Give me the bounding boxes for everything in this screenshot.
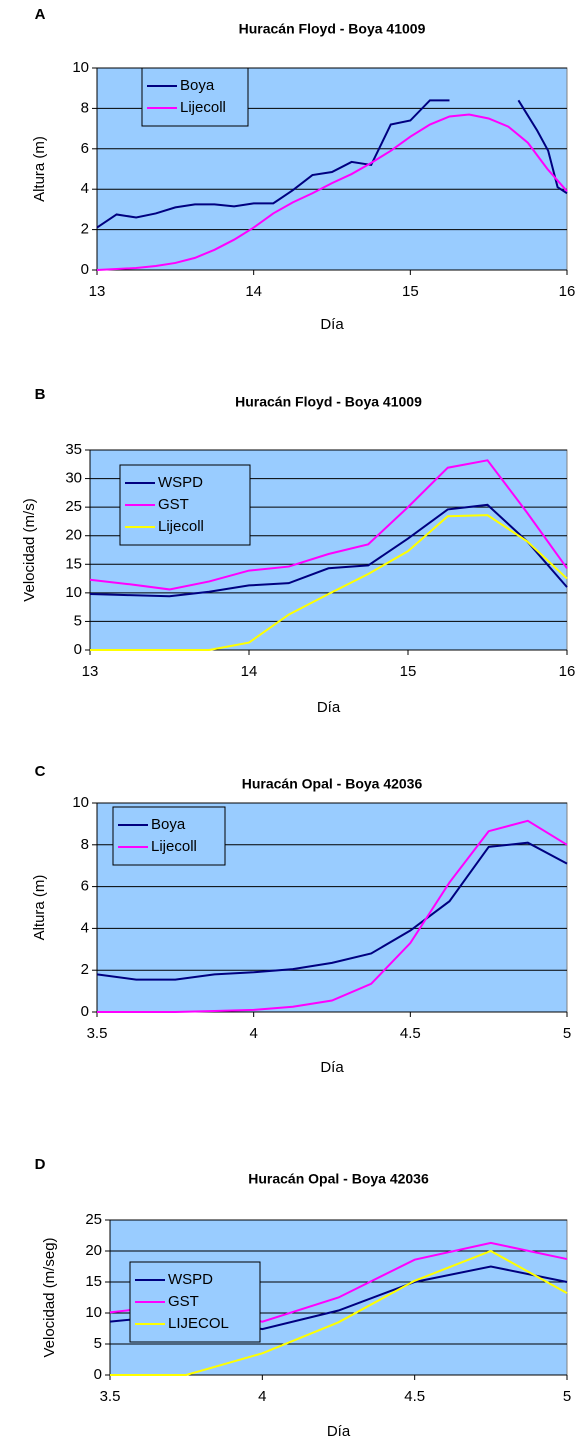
y-axis-label: Altura (m) xyxy=(31,875,48,941)
panel-label: B xyxy=(35,386,46,403)
x-tick-label: 14 xyxy=(245,283,262,300)
x-tick-label: 15 xyxy=(400,663,417,680)
chart-title: Huracán Floyd - Boya 41009 xyxy=(235,394,422,410)
x-axis-label: Día xyxy=(327,1423,351,1440)
series-line xyxy=(89,503,568,598)
y-tick-label: 25 xyxy=(85,1211,102,1228)
series-line xyxy=(89,459,568,591)
x-tick-label: 13 xyxy=(89,283,106,300)
panel-label: A xyxy=(35,6,46,23)
y-tick-label: 4 xyxy=(81,180,89,197)
y-tick-label: 30 xyxy=(65,470,82,487)
y-tick-label: 0 xyxy=(74,641,82,658)
series-line xyxy=(96,99,568,229)
y-tick-label: 20 xyxy=(65,527,82,544)
y-tick-label: 8 xyxy=(81,836,89,853)
x-tick-label: 5 xyxy=(563,1388,571,1405)
x-tick-label: 14 xyxy=(241,663,258,680)
y-tick-label: 6 xyxy=(81,878,89,895)
series-line xyxy=(96,113,568,271)
series-line xyxy=(96,841,568,981)
legend-label: WSPD xyxy=(158,474,203,491)
x-tick-label: 4 xyxy=(249,1025,257,1042)
legend-label: WSPD xyxy=(168,1271,213,1288)
y-axis-label: Velocidad (m/s) xyxy=(21,498,38,601)
x-tick-label: 15 xyxy=(402,283,419,300)
y-tick-label: 20 xyxy=(85,1242,102,1259)
legend-label: GST xyxy=(168,1293,199,1310)
x-tick-label: 4.5 xyxy=(400,1025,421,1042)
y-tick-label: 5 xyxy=(94,1335,102,1352)
series-line xyxy=(110,1249,568,1376)
y-tick-label: 2 xyxy=(81,961,89,978)
y-tick-label: 6 xyxy=(81,140,89,157)
legend-label: Lijecoll xyxy=(180,99,226,116)
legend-label: LIJECOL xyxy=(168,1315,229,1332)
y-tick-label: 10 xyxy=(85,1304,102,1321)
x-tick-label: 16 xyxy=(559,283,576,300)
x-axis-label: Día xyxy=(317,699,341,716)
series-line xyxy=(97,819,568,1013)
series-line xyxy=(90,514,568,651)
y-tick-label: 10 xyxy=(72,59,89,76)
legend-label: Lijecoll xyxy=(158,518,204,535)
x-tick-label: 13 xyxy=(82,663,99,680)
x-axis-label: Día xyxy=(320,316,344,333)
y-tick-label: 4 xyxy=(81,919,89,936)
x-axis-label: Día xyxy=(320,1059,344,1076)
panel-label: C xyxy=(35,763,46,780)
y-tick-label: 0 xyxy=(81,261,89,278)
legend-box xyxy=(141,67,249,127)
y-tick-label: 0 xyxy=(81,1003,89,1020)
y-axis-label: Velocidad (m/seg) xyxy=(41,1237,58,1357)
y-axis-label: Altura (m) xyxy=(31,136,48,202)
x-tick-label: 4 xyxy=(258,1388,266,1405)
legend-label: Boya xyxy=(180,77,215,94)
legend-box xyxy=(112,806,226,866)
panel-label: D xyxy=(35,1156,46,1173)
legend-label: Boya xyxy=(151,816,186,833)
x-tick-label: 4.5 xyxy=(404,1388,425,1405)
y-tick-label: 25 xyxy=(65,498,82,515)
x-tick-label: 3.5 xyxy=(87,1025,108,1042)
chart-title: Huracán Floyd - Boya 41009 xyxy=(239,21,426,37)
y-tick-label: 35 xyxy=(65,441,82,458)
y-tick-label: 0 xyxy=(94,1366,102,1383)
legend-label: GST xyxy=(158,496,189,513)
y-tick-label: 5 xyxy=(74,612,82,629)
y-tick-label: 10 xyxy=(65,584,82,601)
chart-title: Huracán Opal - Boya 42036 xyxy=(242,776,423,792)
x-tick-label: 16 xyxy=(559,663,576,680)
legend-label: Lijecoll xyxy=(151,838,197,855)
chart-title: Huracán Opal - Boya 42036 xyxy=(248,1171,429,1187)
y-tick-label: 2 xyxy=(81,221,89,238)
y-tick-label: 15 xyxy=(65,555,82,572)
x-tick-label: 5 xyxy=(563,1025,571,1042)
y-tick-label: 8 xyxy=(81,99,89,116)
y-tick-label: 15 xyxy=(85,1273,102,1290)
x-tick-label: 3.5 xyxy=(100,1388,121,1405)
y-tick-label: 10 xyxy=(72,794,89,811)
